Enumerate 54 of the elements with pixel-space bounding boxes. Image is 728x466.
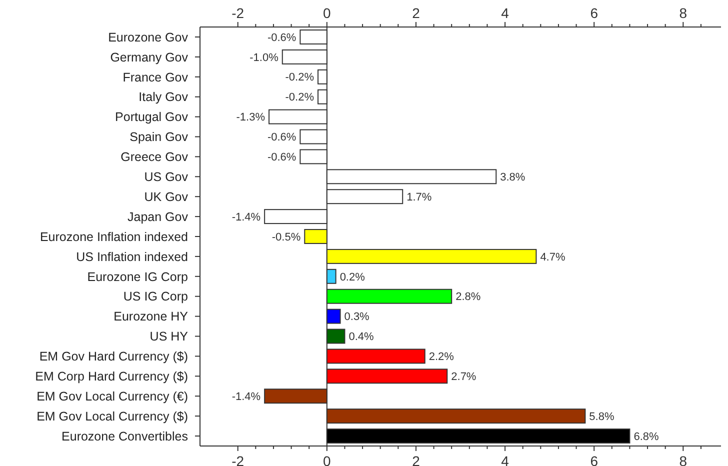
x2-tick-label: 4 (501, 453, 510, 466)
data-label: 4.7% (540, 251, 566, 264)
data-label: 3.8% (500, 171, 526, 184)
x-tick-label: 6 (590, 5, 598, 21)
x-tick-label: 4 (501, 5, 510, 21)
y-tick-label: US IG Corp (123, 290, 188, 304)
data-label: 1.7% (406, 191, 432, 204)
y-tick-label: EM Gov Hard Currency ($) (39, 350, 188, 364)
y-tick-label: Eurozone Inflation indexed (40, 230, 188, 244)
y-tick-label: France Gov (122, 70, 189, 84)
x2-tick-label: 8 (679, 453, 688, 466)
data-label: -0.6% (267, 132, 296, 144)
x-tick-label: -2 (232, 5, 244, 21)
data-label: -0.2% (285, 92, 314, 104)
y-tick-label: Portugal Gov (115, 110, 189, 124)
x2-tick-label: 2 (412, 453, 420, 466)
data-label: -1.3% (236, 112, 266, 124)
x-tick-label: 2 (412, 5, 420, 21)
y-tick-label: EM Gov Local Currency (€) (36, 389, 188, 404)
y-tick-label: Eurozone Gov (108, 30, 189, 44)
data-label: -1.0% (250, 52, 279, 64)
y-tick-label: Eurozone Convertibles (62, 429, 188, 444)
data-label: 5.8% (589, 410, 614, 423)
y-tick-label: Japan Gov (128, 210, 189, 224)
x2-tick-label: 0 (323, 453, 332, 466)
x2-tick-label: -2 (232, 453, 244, 466)
y-tick-label: Eurozone HY (114, 310, 189, 324)
y-tick-label: Spain Gov (130, 130, 189, 144)
y-tick-label: US HY (150, 330, 189, 344)
y-tick-label: UK Gov (144, 190, 189, 204)
data-label: 2.2% (428, 351, 454, 364)
data-label: -0.2% (285, 72, 314, 84)
x2-tick-label: 6 (590, 453, 598, 466)
y-tick-label: EM Gov Local Currency ($) (36, 409, 188, 424)
x-tick-label: 0 (323, 5, 332, 21)
data-label: -1.4% (232, 211, 261, 224)
y-tick-label: US Gov (144, 170, 189, 184)
data-label: 0.4% (348, 331, 374, 344)
y-tick-label: US Inflation indexed (76, 250, 188, 264)
data-label: 0.2% (340, 271, 366, 284)
data-label: -0.6% (267, 152, 296, 164)
data-label: 2.8% (456, 291, 481, 304)
x-tick-label: 8 (679, 5, 688, 21)
data-label: 6.8% (634, 430, 660, 443)
y-tick-label: Italy Gov (138, 90, 189, 104)
y-tick-label: Eurozone IG Corp (87, 270, 188, 284)
data-label: -0.5% (272, 231, 301, 244)
data-label: -1.4% (232, 390, 261, 403)
data-label: -0.6% (267, 32, 296, 44)
data-label: 0.3% (344, 311, 370, 324)
y-tick-label: EM Corp Hard Currency ($) (35, 370, 188, 384)
data-label: 2.7% (451, 371, 476, 384)
y-tick-label: Greece Gov (120, 150, 189, 164)
y-tick-label: Germany Gov (110, 50, 189, 64)
